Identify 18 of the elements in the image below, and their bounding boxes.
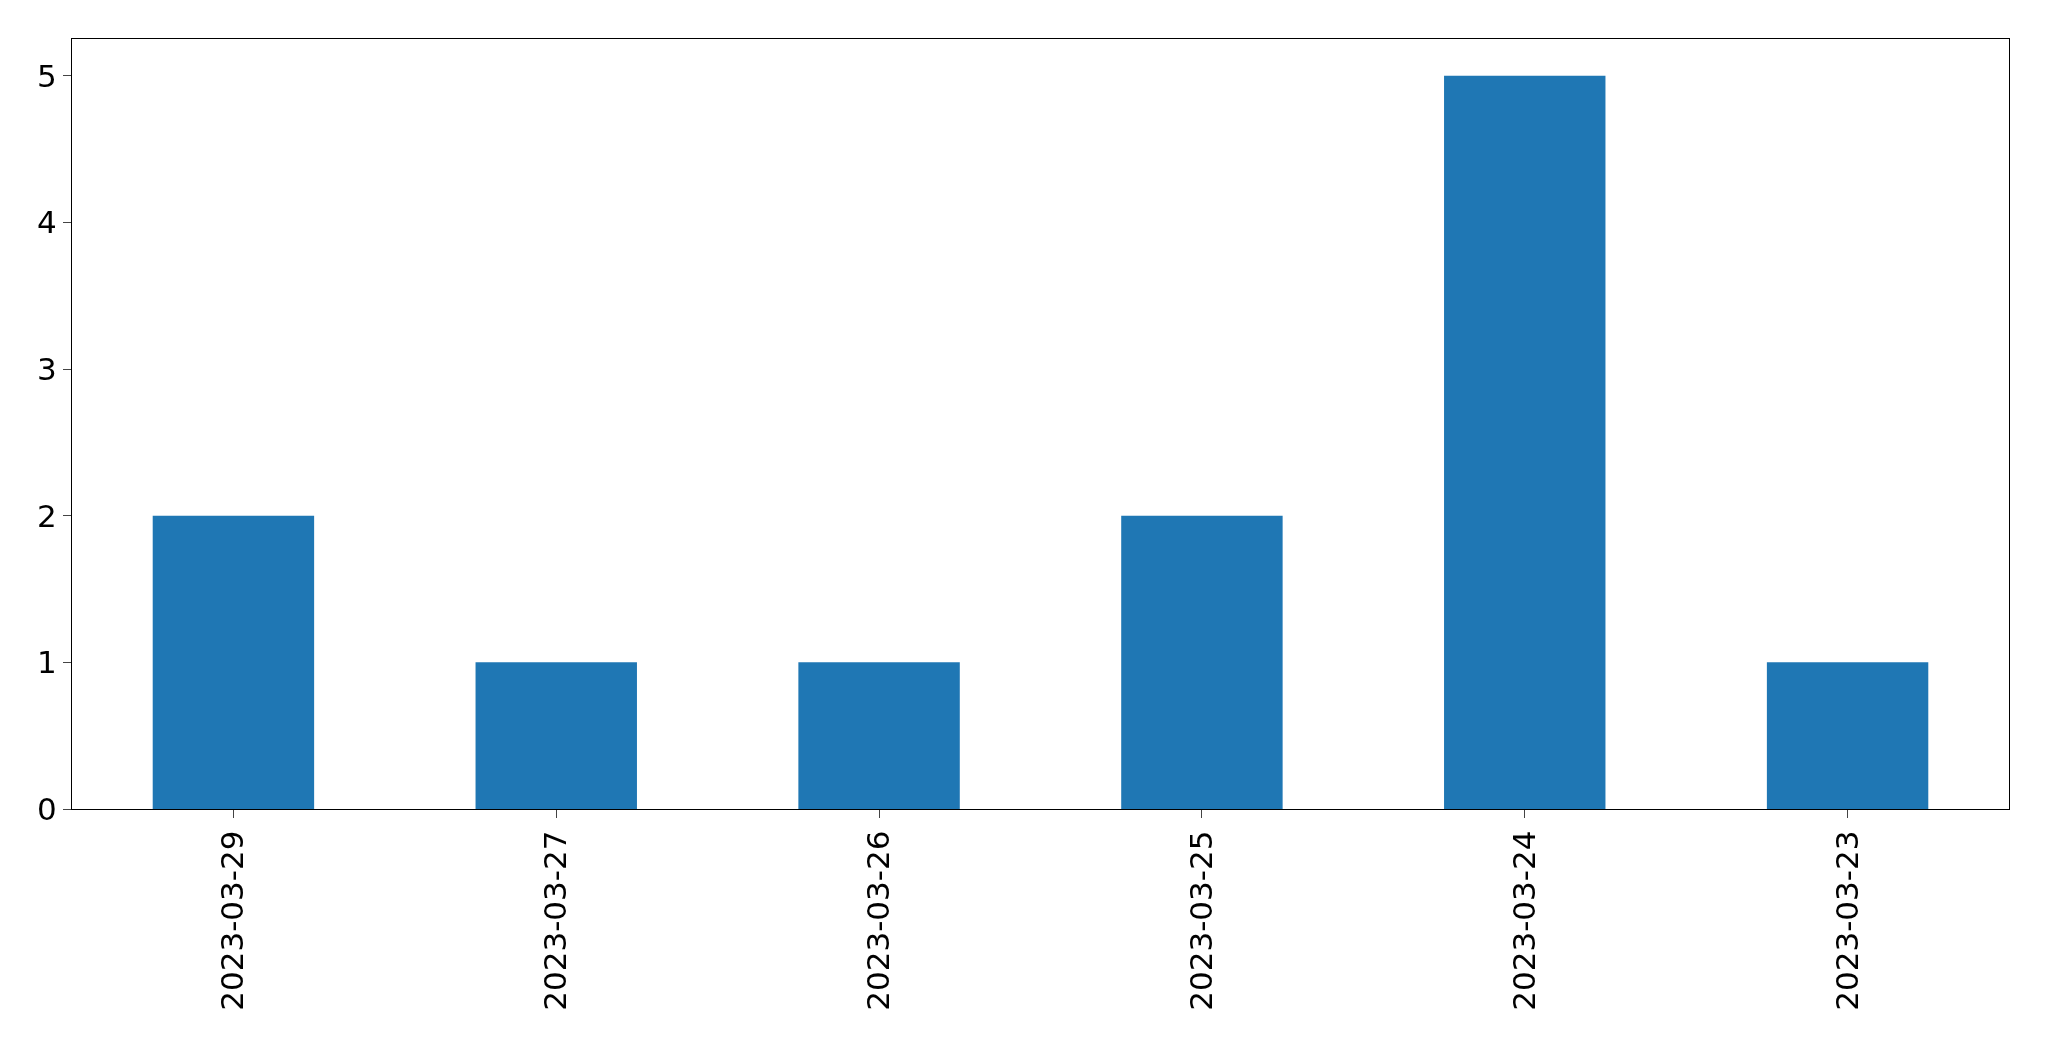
bar bbox=[475, 662, 637, 809]
bar bbox=[1444, 75, 1606, 809]
x-tick-label: 2023-03-24 bbox=[1505, 830, 1542, 1011]
y-tick-label: 2 bbox=[36, 497, 57, 534]
y-tick-label: 3 bbox=[36, 350, 57, 387]
y-tick-label: 5 bbox=[36, 57, 57, 94]
bar bbox=[152, 515, 315, 809]
x-tick-label: 2023-03-25 bbox=[1182, 830, 1219, 1011]
x-tick-label: 2023-03-23 bbox=[1828, 830, 1865, 1011]
bar bbox=[1766, 662, 1929, 809]
bar bbox=[1121, 515, 1283, 809]
x-tick-label: 2023-03-27 bbox=[537, 830, 574, 1011]
y-tick-label: 1 bbox=[36, 644, 57, 681]
y-tick-label: 4 bbox=[36, 204, 57, 241]
x-tick-label: 2023-03-29 bbox=[214, 830, 251, 1011]
bar bbox=[798, 662, 960, 809]
x-tick-label: 2023-03-26 bbox=[860, 830, 897, 1011]
y-tick-label: 0 bbox=[36, 790, 57, 827]
